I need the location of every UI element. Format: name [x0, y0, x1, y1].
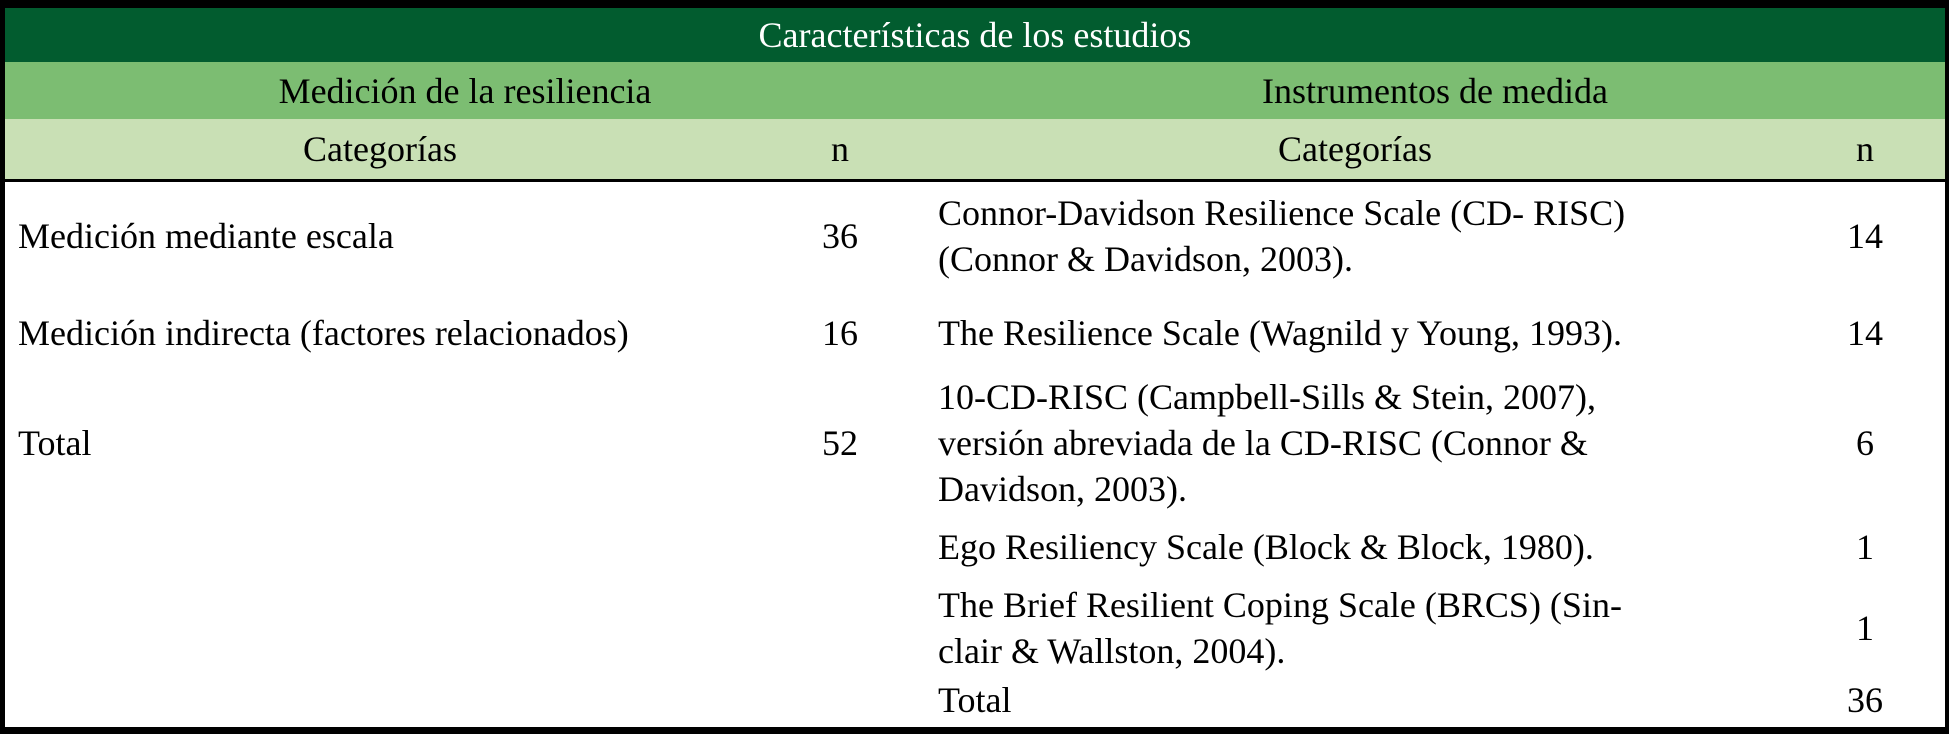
section-header-label: Instrumentos de medida	[1262, 70, 1608, 111]
empty-cell	[755, 583, 925, 673]
right-category-cell: Ego Resiliency Scale (Block & Block, 198…	[938, 526, 1594, 567]
left-n-cell: 36	[822, 216, 858, 256]
empty-cell	[755, 510, 925, 583]
right-n-cell: 36	[1847, 680, 1883, 720]
column-header-row: Categorías n Categorías n	[5, 119, 1945, 182]
section-header-resilience-measurement: Medición de la resiliencia	[5, 62, 925, 119]
section-header-label: Medición de la resiliencia	[278, 70, 652, 111]
column-header-label: n	[1856, 129, 1874, 169]
column-header-label: Categorías	[1278, 129, 1432, 169]
empty-cell	[5, 673, 755, 727]
right-category-cell: The Resilience Scale (Wagnild y Young, 1…	[938, 312, 1622, 353]
left-categories-column-header: Categorías	[5, 119, 755, 179]
right-category-cell: Connor-Davidson Resilience Scale (CD- RI…	[938, 193, 1626, 279]
empty-cell	[5, 510, 755, 583]
table-title-row: Características de los estudios	[5, 8, 1945, 62]
right-n-cell: 1	[1856, 526, 1874, 567]
left-category-cell: Total	[18, 422, 92, 463]
right-category-cell: Total	[938, 680, 1012, 720]
left-n-column-header: n	[755, 119, 925, 179]
right-category-cell: 10-CD-RISC (Campbell-Sills & Stein, 2007…	[938, 376, 1597, 509]
right-category-cell: The Brief Resilient Coping Scale (BRCS) …	[938, 585, 1622, 671]
left-category-cell: Medición indirecta (factores relacionado…	[18, 312, 629, 353]
left-category-cell: Medición mediante escala	[18, 216, 394, 256]
section-header-row: Medición de la resiliencia Instrumentos …	[5, 62, 1945, 119]
right-n-column-header: n	[1785, 119, 1945, 179]
empty-cell	[5, 583, 755, 673]
empty-cell	[755, 673, 925, 727]
right-n-cell: 14	[1847, 312, 1883, 353]
left-n-cell: 52	[822, 422, 858, 463]
table-body: Medición mediante escala 36 Connor-David…	[5, 182, 1945, 727]
table-title: Características de los estudios	[758, 15, 1192, 55]
section-header-measurement-instruments: Instrumentos de medida	[925, 62, 1945, 119]
right-n-cell: 14	[1847, 216, 1883, 256]
column-header-label: n	[831, 129, 849, 169]
column-header-label: Categorías	[303, 129, 457, 169]
right-categories-column-header: Categorías	[925, 119, 1785, 179]
left-n-cell: 16	[822, 312, 858, 353]
right-n-cell: 6	[1856, 422, 1874, 463]
right-n-cell: 1	[1856, 608, 1874, 648]
